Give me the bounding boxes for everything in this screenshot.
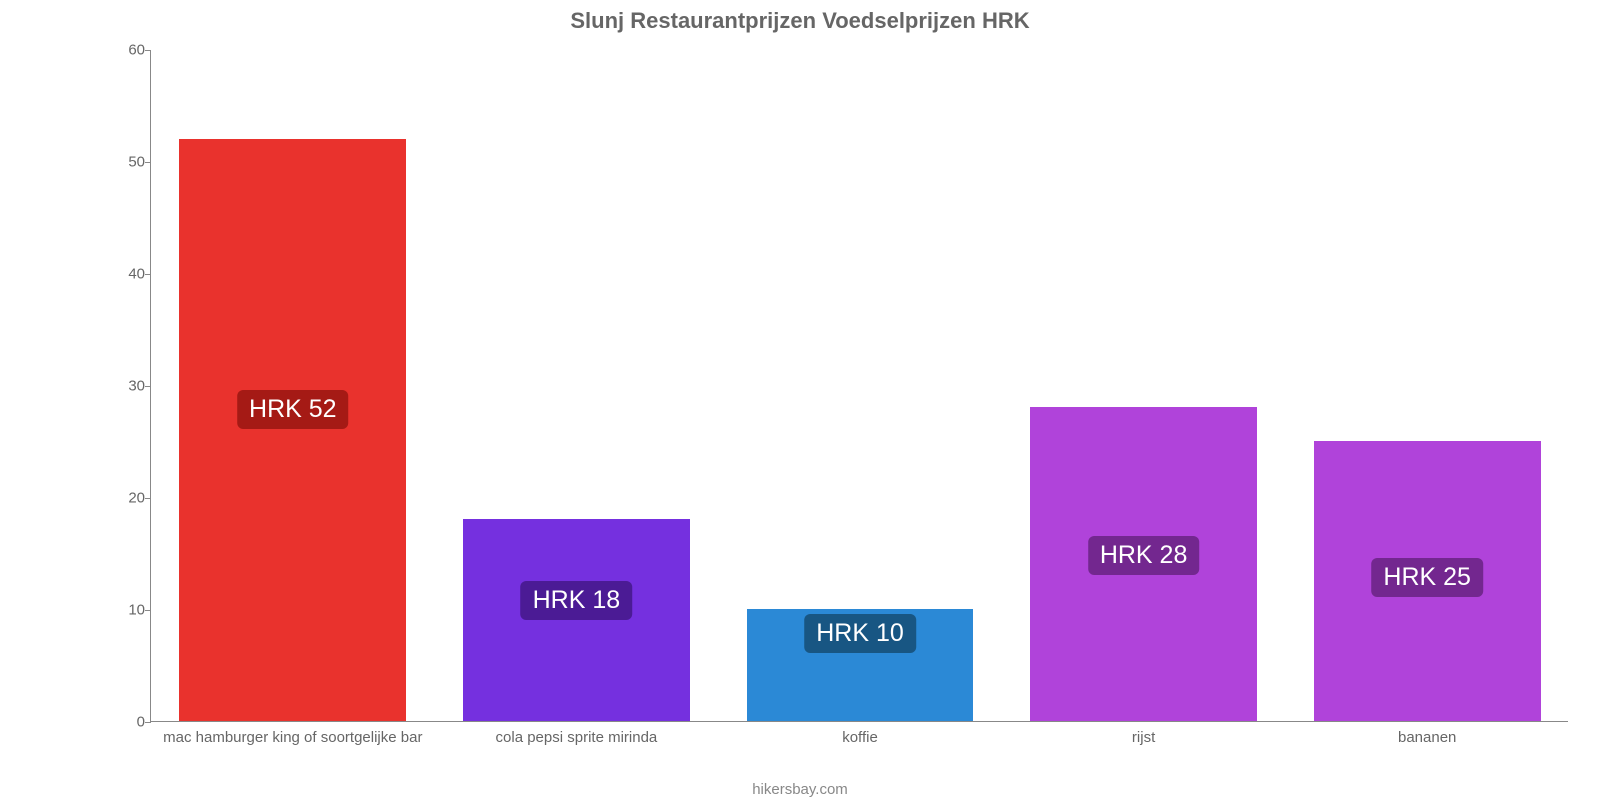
y-tick-label: 0 xyxy=(105,714,145,731)
chart-footer: hikersbay.com xyxy=(0,781,1600,798)
y-tick-label: 20 xyxy=(105,490,145,507)
x-category-label: cola pepsi sprite mirinda xyxy=(496,729,658,746)
y-tick-mark xyxy=(145,50,151,51)
x-category-label: mac hamburger king of soortgelijke bar xyxy=(163,729,422,746)
y-tick-label: 30 xyxy=(105,378,145,395)
value-label: HRK 10 xyxy=(804,614,916,653)
bar xyxy=(179,139,406,721)
x-category-label: koffie xyxy=(842,729,878,746)
value-label: HRK 28 xyxy=(1088,536,1200,575)
value-label: HRK 25 xyxy=(1371,558,1483,597)
x-category-label: rijst xyxy=(1132,729,1155,746)
y-tick-label: 40 xyxy=(105,266,145,283)
y-tick-label: 60 xyxy=(105,42,145,59)
value-label: HRK 18 xyxy=(521,581,633,620)
y-tick-label: 10 xyxy=(105,602,145,619)
bar xyxy=(463,519,690,721)
y-tick-label: 50 xyxy=(105,154,145,171)
y-tick-mark xyxy=(145,498,151,499)
y-tick-mark xyxy=(145,162,151,163)
y-tick-mark xyxy=(145,722,151,723)
chart-title: Slunj Restaurantprijzen Voedselprijzen H… xyxy=(0,8,1600,34)
chart-area: 0102030405060HRK 52mac hamburger king of… xyxy=(150,50,1568,722)
y-tick-mark xyxy=(145,610,151,611)
value-label: HRK 52 xyxy=(237,390,349,429)
x-category-label: bananen xyxy=(1398,729,1456,746)
plot-area: 0102030405060HRK 52mac hamburger king of… xyxy=(150,50,1568,722)
y-tick-mark xyxy=(145,274,151,275)
y-tick-mark xyxy=(145,386,151,387)
